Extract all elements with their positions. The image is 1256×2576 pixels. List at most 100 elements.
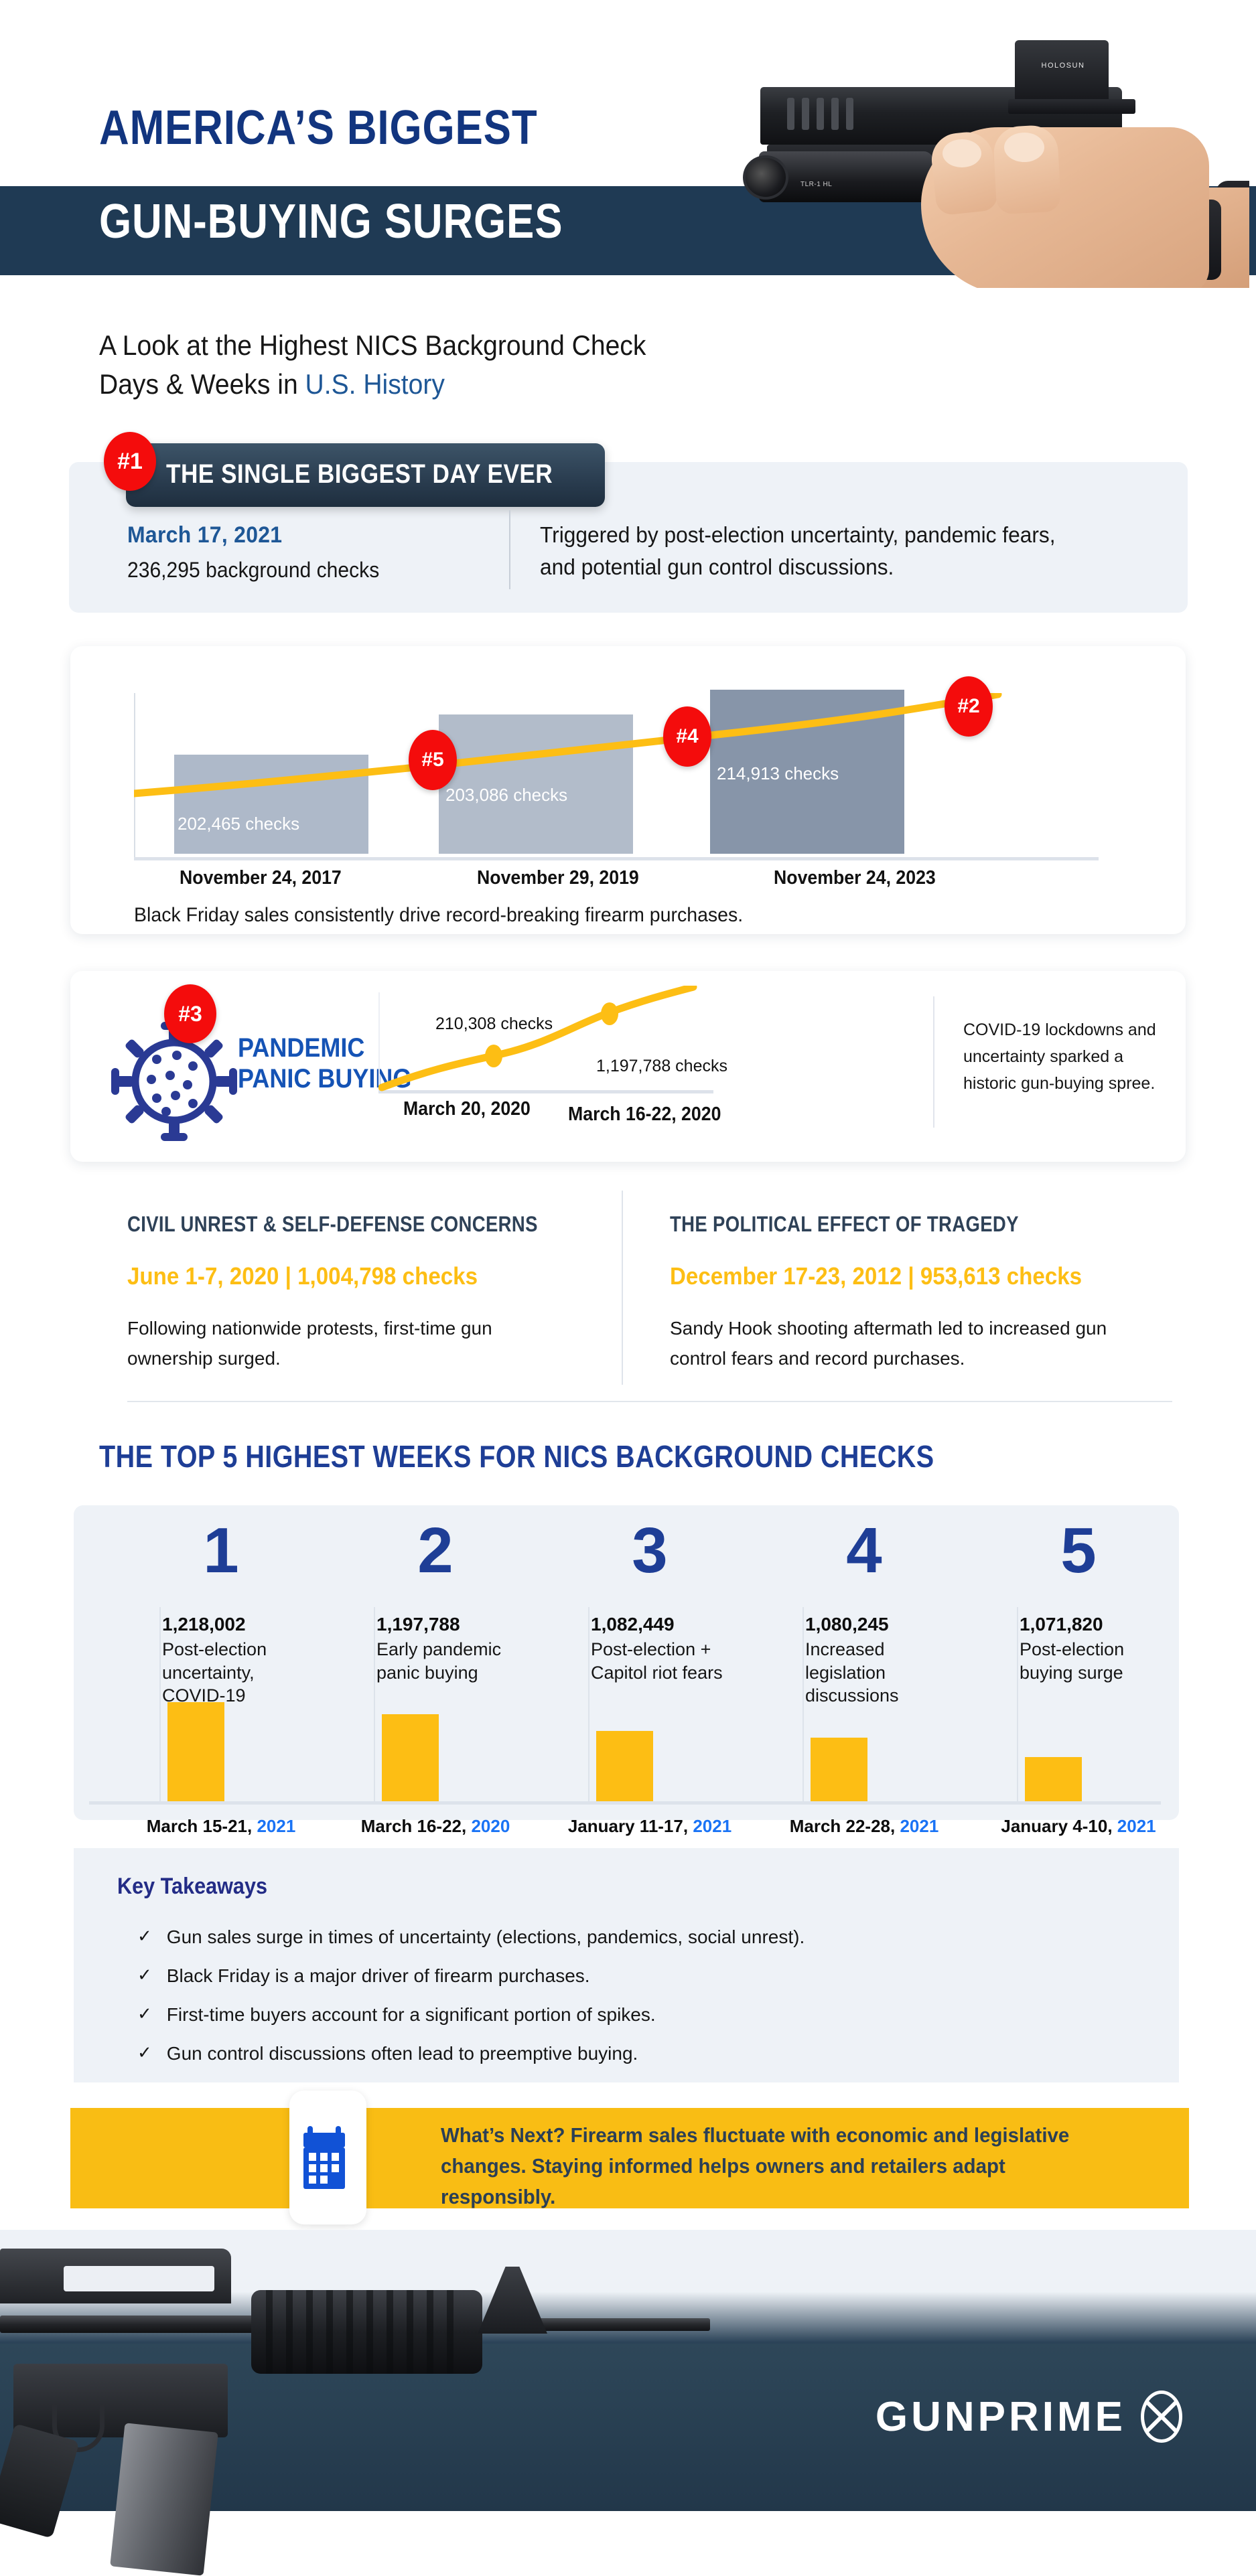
biggest-day-date: March 17, 2021 <box>127 522 283 548</box>
footer-brand-name: GUNPRIME <box>875 2393 1126 2440</box>
top5-date-year: 2021 <box>1117 1816 1156 1836</box>
red-dot-optic <box>1015 40 1109 102</box>
optic-mount <box>1008 99 1135 114</box>
page-header: HOLOSUN TLR-1 HL AMERICA’S BIGGEST GUN-B… <box>0 0 1256 301</box>
section-rule <box>127 1401 1172 1402</box>
key-takeaways-panel <box>74 1848 1179 2082</box>
rifle-barrel <box>509 2318 710 2331</box>
top5-number: 1,082,449 <box>591 1614 675 1635</box>
takeaway-item: ✓ Black Friday is a major driver of fire… <box>137 1965 1109 1987</box>
rank-badge-2: #2 <box>945 676 993 737</box>
top5-date-main: March 22-28, <box>789 1816 900 1836</box>
pandemic-x-axis <box>378 1090 713 1093</box>
bar-2019-value: 203,086 checks <box>445 785 568 805</box>
check-icon: ✓ <box>137 1965 152 1985</box>
takeaway-item: ✓ Gun sales surge in times of uncertaint… <box>137 1926 1109 1948</box>
top5-description: Post-election + Capitol riot fears <box>591 1639 723 1683</box>
pandemic-title-line1: PANDEMIC <box>238 1033 365 1063</box>
top5-date: March 15-21, 2021 <box>121 1816 322 1837</box>
top5-separator <box>803 1607 804 1801</box>
rifle-magazine <box>110 2423 218 2576</box>
coronavirus-icon <box>111 1022 237 1141</box>
takeaway-item: ✓ First-time buyers account for a signif… <box>137 2004 1109 2026</box>
pandemic-point1-value: 210,308 checks <box>435 1014 553 1033</box>
black-friday-x-axis <box>134 857 1099 860</box>
top5-rank: 2 <box>417 1515 453 1586</box>
top5-date-year: 2021 <box>693 1816 732 1836</box>
weapon-light-lens <box>743 155 788 200</box>
top5-date: January 11-17, 2021 <box>549 1816 750 1837</box>
gunprime-mark-icon <box>1141 2391 1182 2443</box>
fingernail <box>943 139 981 167</box>
bar-2023-label: November 24, 2023 <box>774 867 936 889</box>
calendar-icon-box <box>289 2091 366 2224</box>
top5-separator <box>159 1607 161 1801</box>
top5-date-main: March 16-22, <box>360 1816 472 1836</box>
rank-badge-1: #1 <box>104 432 156 491</box>
biggest-day-heading: THE SINGLE BIGGEST DAY EVER <box>166 459 553 489</box>
top5-title: THE TOP 5 HIGHEST WEEKS FOR NICS BACKGRO… <box>99 1439 934 1474</box>
political-tragedy-heading: THE POLITICAL EFFECT OF TRAGEDY <box>670 1212 1019 1236</box>
bar-2023-value: 214,913 checks <box>717 763 839 783</box>
top5-date-main: January 11-17, <box>567 1816 693 1836</box>
takeaway-text: First-time buyers account for a signific… <box>166 2004 656 2025</box>
top5-separator <box>374 1607 375 1801</box>
rank-badge-3: #3 <box>164 984 216 1043</box>
top5-date-year: 2021 <box>257 1816 296 1836</box>
civil-unrest-body: Following nationwide protests, first-tim… <box>127 1318 492 1369</box>
top5-date-main: March 15-21, <box>146 1816 257 1836</box>
top5-bar <box>596 1731 653 1801</box>
pandemic-point2-value: 1,197,788 checks <box>596 1057 727 1075</box>
pandemic-x-label-1: March 20, 2020 <box>403 1098 531 1120</box>
rifle-carry-handle-slot <box>64 2266 214 2291</box>
page-title-line2: GUN-BUYING SURGES <box>99 195 563 248</box>
black-friday-caption: Black Friday sales consistently drive re… <box>134 904 744 926</box>
subtitle-line1: A Look at the Highest NICS Background Ch… <box>99 329 646 361</box>
two-column-divider <box>622 1191 623 1385</box>
top5-description: Post-election buying surge <box>1020 1639 1125 1683</box>
top5-date: March 22-28, 2021 <box>764 1816 965 1837</box>
top5-date-year: 2020 <box>471 1816 510 1836</box>
weapon-light-brand-label: TLR-1 HL <box>800 181 833 188</box>
civil-unrest-column: CIVIL UNREST & SELF-DEFENSE CONCERNS Jun… <box>127 1212 543 1374</box>
top5-number: 1,197,788 <box>376 1614 460 1635</box>
top5-separator <box>588 1607 589 1801</box>
takeaway-text: Black Friday is a major driver of firear… <box>166 1965 590 1986</box>
biggest-day-checks: 236,295 background checks <box>127 558 380 582</box>
top5-rank: 3 <box>632 1515 668 1586</box>
pandemic-y-axis <box>378 992 380 1093</box>
top5-bar <box>382 1714 439 1801</box>
rifle-trigger-guard <box>52 2405 104 2452</box>
biggest-day-stats: March 17, 2021 236,295 background checks <box>127 522 455 583</box>
subtitle-line2: Days & Weeks in <box>99 368 305 400</box>
pandemic-note: COVID-19 lockdowns and uncertainty spark… <box>963 1020 1156 1093</box>
optic-brand-label: HOLOSUN <box>1041 62 1085 70</box>
check-icon: ✓ <box>137 2003 152 2024</box>
rifle-pistol-grip <box>0 2423 80 2539</box>
top5-date: January 4-10, 2021 <box>978 1816 1179 1837</box>
check-icon: ✓ <box>137 2042 152 2062</box>
top5-date: March 16-22, 2020 <box>335 1816 536 1837</box>
thumbnail <box>1004 133 1044 162</box>
pistol-serrations <box>787 98 867 130</box>
top5-description: Early pandemic panic buying <box>376 1639 502 1683</box>
top5-bar <box>811 1738 867 1801</box>
takeaway-text: Gun sales surge in times of uncertainty … <box>166 1926 805 1947</box>
top5-bar <box>167 1702 224 1801</box>
top5-rank: 5 <box>1060 1515 1097 1586</box>
whats-next-text: What’s Next? Firearm sales fluctuate wit… <box>441 2123 1070 2208</box>
black-friday-trend-line <box>134 693 1002 798</box>
black-friday-chart <box>134 690 1099 854</box>
rifle-handguard <box>251 2290 482 2374</box>
top5-column: 3 1,082,449 Post-election + Capitol riot… <box>549 1519 750 1807</box>
top5-rank: 1 <box>203 1515 239 1586</box>
footer-logo: GUNPRIME <box>876 2391 1182 2443</box>
bar-2017-value: 202,465 checks <box>178 814 300 834</box>
top5-number: 1,071,820 <box>1020 1614 1103 1635</box>
top5-rank: 4 <box>846 1515 882 1586</box>
pistol-photo: HOLOSUN TLR-1 HL <box>720 20 1249 288</box>
top5-date-main: January 4-10, <box>1001 1816 1117 1836</box>
top5-description: Post-election uncertainty, COVID-19 <box>162 1639 267 1706</box>
top5-column: 4 1,080,245 Increased legislation discus… <box>764 1519 965 1807</box>
rank-badge-5: #5 <box>409 730 457 790</box>
